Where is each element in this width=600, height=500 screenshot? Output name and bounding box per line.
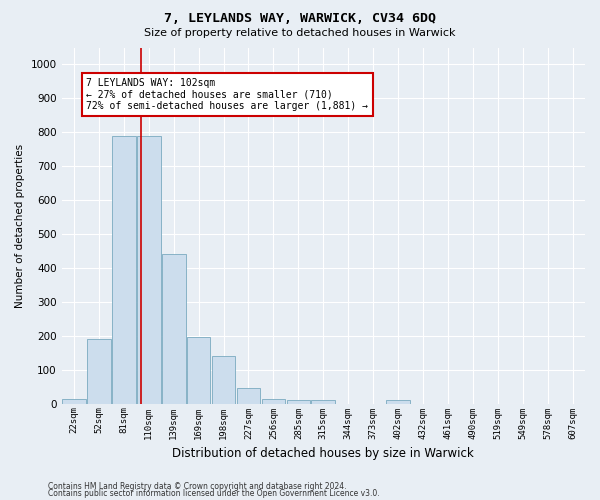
- Text: Contains public sector information licensed under the Open Government Licence v3: Contains public sector information licen…: [48, 489, 380, 498]
- Bar: [62, 398, 86, 404]
- Bar: [287, 400, 310, 404]
- Bar: [162, 254, 185, 404]
- Bar: [386, 400, 410, 404]
- X-axis label: Distribution of detached houses by size in Warwick: Distribution of detached houses by size …: [172, 447, 474, 460]
- Bar: [236, 388, 260, 404]
- Text: 7, LEYLANDS WAY, WARWICK, CV34 6DQ: 7, LEYLANDS WAY, WARWICK, CV34 6DQ: [164, 12, 436, 26]
- Text: Size of property relative to detached houses in Warwick: Size of property relative to detached ho…: [144, 28, 456, 38]
- Bar: [187, 338, 211, 404]
- Bar: [311, 400, 335, 404]
- Bar: [112, 136, 136, 404]
- Bar: [137, 136, 161, 404]
- Bar: [87, 339, 111, 404]
- Y-axis label: Number of detached properties: Number of detached properties: [15, 144, 25, 308]
- Text: Contains HM Land Registry data © Crown copyright and database right 2024.: Contains HM Land Registry data © Crown c…: [48, 482, 347, 491]
- Bar: [212, 356, 235, 404]
- Text: 7 LEYLANDS WAY: 102sqm
← 27% of detached houses are smaller (710)
72% of semi-de: 7 LEYLANDS WAY: 102sqm ← 27% of detached…: [86, 78, 368, 111]
- Bar: [262, 398, 285, 404]
